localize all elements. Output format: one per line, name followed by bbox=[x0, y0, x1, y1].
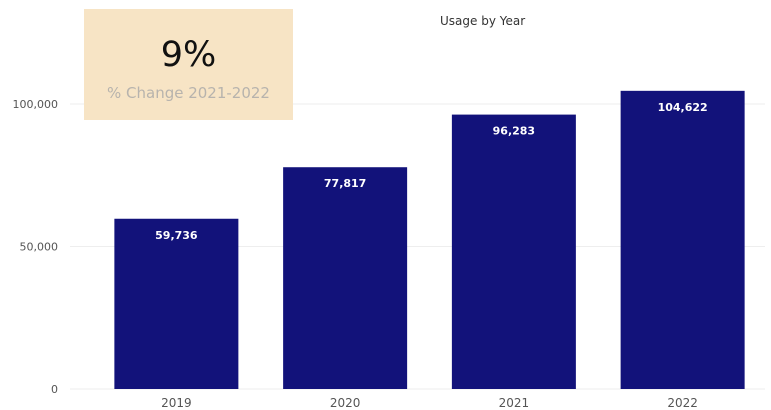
x-tick-label: 2021 bbox=[499, 396, 530, 410]
chart-title: Usage by Year bbox=[440, 14, 526, 28]
x-tick-label: 2022 bbox=[667, 396, 698, 410]
data-label: 77,817 bbox=[324, 177, 366, 190]
x-tick-label: 2019 bbox=[161, 396, 192, 410]
data-label: 59,736 bbox=[155, 229, 198, 242]
data-label: 96,283 bbox=[493, 125, 535, 138]
x-tick-label: 2020 bbox=[330, 396, 361, 410]
bar-2021 bbox=[451, 114, 576, 390]
data-label: 104,622 bbox=[658, 101, 708, 114]
bar-2019 bbox=[114, 218, 239, 389]
y-tick-label: 100,000 bbox=[13, 98, 59, 111]
kpi-value: 9% bbox=[160, 35, 217, 75]
bar-2020 bbox=[283, 167, 408, 389]
y-tick-label: 0 bbox=[51, 383, 58, 396]
bar-2022 bbox=[620, 90, 745, 389]
y-tick-label: 50,000 bbox=[20, 241, 59, 254]
kpi-card: 9% % Change 2021-2022 bbox=[84, 9, 293, 120]
kpi-label: % Change 2021-2022 bbox=[107, 84, 270, 102]
